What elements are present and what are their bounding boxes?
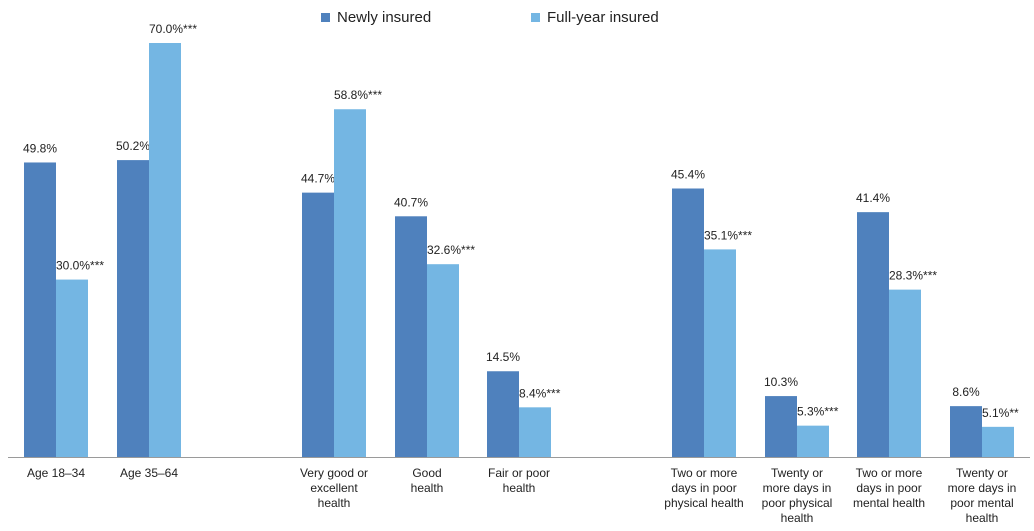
category-label-g0-c0-l0: Age 18–34: [27, 466, 85, 480]
bar-g2-c2-s0: [857, 212, 889, 457]
bar-g1-c2-s1: [519, 407, 551, 457]
data-label-g1-c1-s0: 40.7%: [394, 195, 428, 209]
data-label-g0-c0-s1: 30.0%***: [56, 259, 104, 273]
bar-g1-c1-s1: [427, 264, 459, 457]
category-label-g2-c2-l1: days in poor: [856, 481, 921, 495]
data-label-g2-c2-s1: 28.3%***: [889, 269, 937, 283]
bar-g2-c0-s1: [704, 249, 736, 457]
category-label-g2-c3-l1: more days in: [948, 481, 1017, 495]
legend-swatch-full-year-insured: [531, 13, 540, 22]
category-label-g2-c0-l2: physical health: [664, 496, 743, 510]
bar-g1-c0-s0: [302, 192, 334, 458]
category-label-g1-c2-l0: Fair or poor: [488, 466, 550, 480]
data-label-g2-c3-s1: 5.1%**: [982, 406, 1019, 420]
category-label-g2-c3-l3: health: [966, 511, 999, 525]
category-label-g2-c1-l2: poor physical: [762, 496, 833, 510]
category-label-g2-c1-l0: Twenty or: [771, 466, 823, 480]
category-label-g2-c1-l1: more days in: [763, 481, 832, 495]
category-label-g0-c1-l0: Age 35–64: [120, 466, 178, 480]
category-label-g2-c2-l0: Two or more: [856, 466, 923, 480]
legend-label-full-year-insured: Full-year insured: [547, 9, 659, 26]
bar-g1-c2-s0: [487, 371, 519, 457]
data-label-g2-c1-s1: 5.3%***: [797, 405, 839, 419]
category-label-g2-c0-l0: Two or more: [671, 466, 738, 480]
data-label-g0-c1-s1: 70.0%***: [149, 22, 197, 36]
legend-label-newly-insured: Newly insured: [337, 9, 432, 26]
bar-g2-c1-s0: [765, 396, 797, 457]
category-label-g1-c0-l0: Very good or: [300, 466, 368, 480]
legend-item-full-year-insured: Full-year insured: [531, 9, 659, 26]
bar-g1-c0-s1: [334, 109, 366, 458]
data-label-g2-c0-s0: 45.4%: [671, 167, 705, 181]
data-label-g0-c1-s0: 50.2%: [116, 139, 150, 153]
bar-g0-c1-s0: [117, 160, 149, 458]
category-label-g1-c0-l1: excellent: [310, 481, 358, 495]
category-label-g2-c1-l3: health: [781, 511, 814, 525]
bar-g2-c3-s1: [982, 426, 1014, 457]
data-label-g1-c2-s0: 14.5%: [486, 350, 520, 364]
bar-g2-c0-s0: [672, 188, 704, 457]
category-label-g2-c0-l1: days in poor: [671, 481, 736, 495]
category-label-g2-c2-l2: mental health: [853, 496, 925, 510]
bar-g2-c2-s1: [889, 289, 921, 457]
bar-g2-c3-s0: [950, 406, 982, 457]
category-label-g1-c2-l1: health: [503, 481, 536, 495]
bar-g0-c0-s1: [56, 279, 88, 457]
legend-swatch-newly-insured: [321, 13, 330, 22]
legend-item-newly-insured: Newly insured: [321, 9, 431, 26]
data-label-g1-c1-s1: 32.6%***: [427, 243, 475, 257]
category-label-g1-c1-l0: Good: [412, 466, 441, 480]
bar-g1-c1-s0: [395, 216, 427, 457]
legend: Newly insured Full-year insured: [0, 9, 1034, 29]
data-label-g2-c2-s0: 41.4%: [856, 191, 890, 205]
data-label-g1-c0-s1: 58.8%***: [334, 88, 382, 102]
bar-g2-c1-s1: [797, 425, 829, 457]
bar-g0-c1-s1: [149, 43, 181, 457]
data-label-g2-c0-s1: 35.1%***: [704, 228, 752, 242]
category-label-g1-c0-l2: health: [318, 496, 351, 510]
category-label-g2-c3-l0: Twenty or: [956, 466, 1008, 480]
data-label-g1-c2-s1: 8.4%***: [519, 386, 561, 400]
data-label-g2-c1-s0: 10.3%: [764, 375, 798, 389]
bar-g0-c0-s0: [24, 162, 56, 457]
category-label-g1-c1-l1: health: [411, 481, 444, 495]
data-label-g0-c0-s0: 49.8%: [23, 141, 57, 155]
data-label-g1-c0-s0: 44.7%: [301, 172, 335, 186]
category-label-g2-c3-l2: poor mental: [950, 496, 1013, 510]
data-label-g2-c3-s0: 8.6%: [952, 385, 980, 399]
